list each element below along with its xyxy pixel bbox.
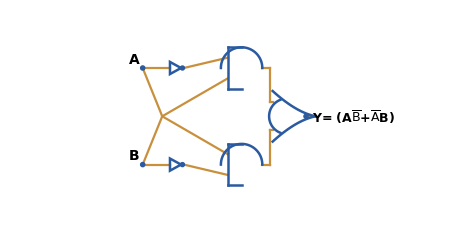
Circle shape: [304, 115, 308, 119]
Circle shape: [141, 163, 145, 167]
Text: Y= (A$\mathsf{\overline{B}}$+$\mathsf{\overline{A}}$B): Y= (A$\mathsf{\overline{B}}$+$\mathsf{\o…: [312, 108, 395, 125]
Text: B: B: [128, 149, 139, 163]
Circle shape: [141, 67, 145, 71]
Text: A: A: [128, 53, 139, 66]
